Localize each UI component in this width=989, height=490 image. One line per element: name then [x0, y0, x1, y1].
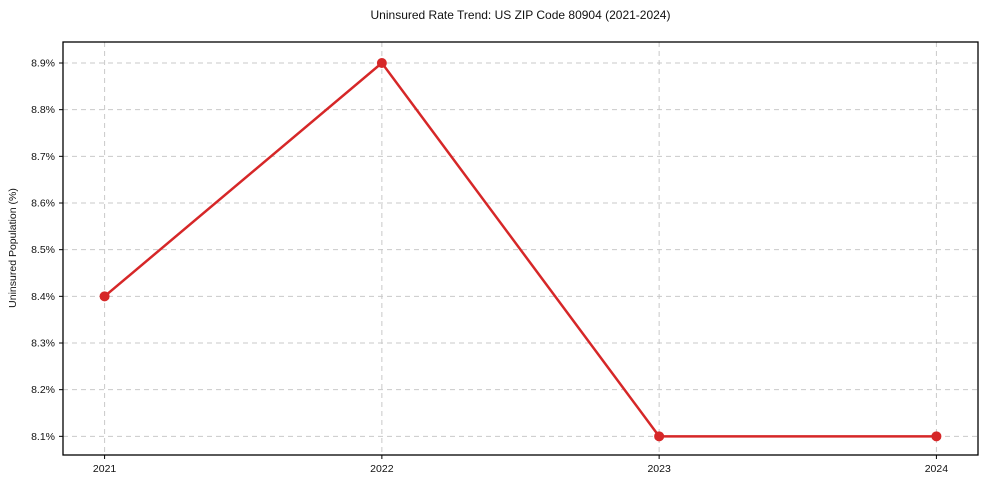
y-tick-label: 8.3%: [31, 338, 55, 350]
chart-title: Uninsured Rate Trend: US ZIP Code 80904 …: [370, 8, 671, 22]
data-point: [654, 431, 665, 442]
y-tick-label: 8.4%: [31, 291, 55, 303]
y-tick-label: 8.7%: [31, 151, 55, 163]
y-tick-label: 8.2%: [31, 384, 55, 396]
x-tick-label: 2021: [93, 463, 117, 475]
x-tick-label: 2024: [925, 463, 949, 475]
y-tick-label: 8.1%: [31, 431, 55, 443]
data-point: [931, 431, 942, 442]
x-tick-label: 2022: [370, 463, 394, 475]
x-tick-label: 2023: [647, 463, 671, 475]
y-tick-label: 8.5%: [31, 244, 55, 256]
y-tick-label: 8.8%: [31, 104, 55, 116]
y-tick-label: 8.9%: [31, 58, 55, 70]
y-tick-label: 8.6%: [31, 198, 55, 210]
plot-border: [62, 41, 979, 456]
data-point: [376, 58, 387, 68]
data-point: [99, 291, 110, 302]
y-axis-label: Uninsured Population (%): [7, 188, 19, 308]
trend-line: [103, 61, 938, 438]
